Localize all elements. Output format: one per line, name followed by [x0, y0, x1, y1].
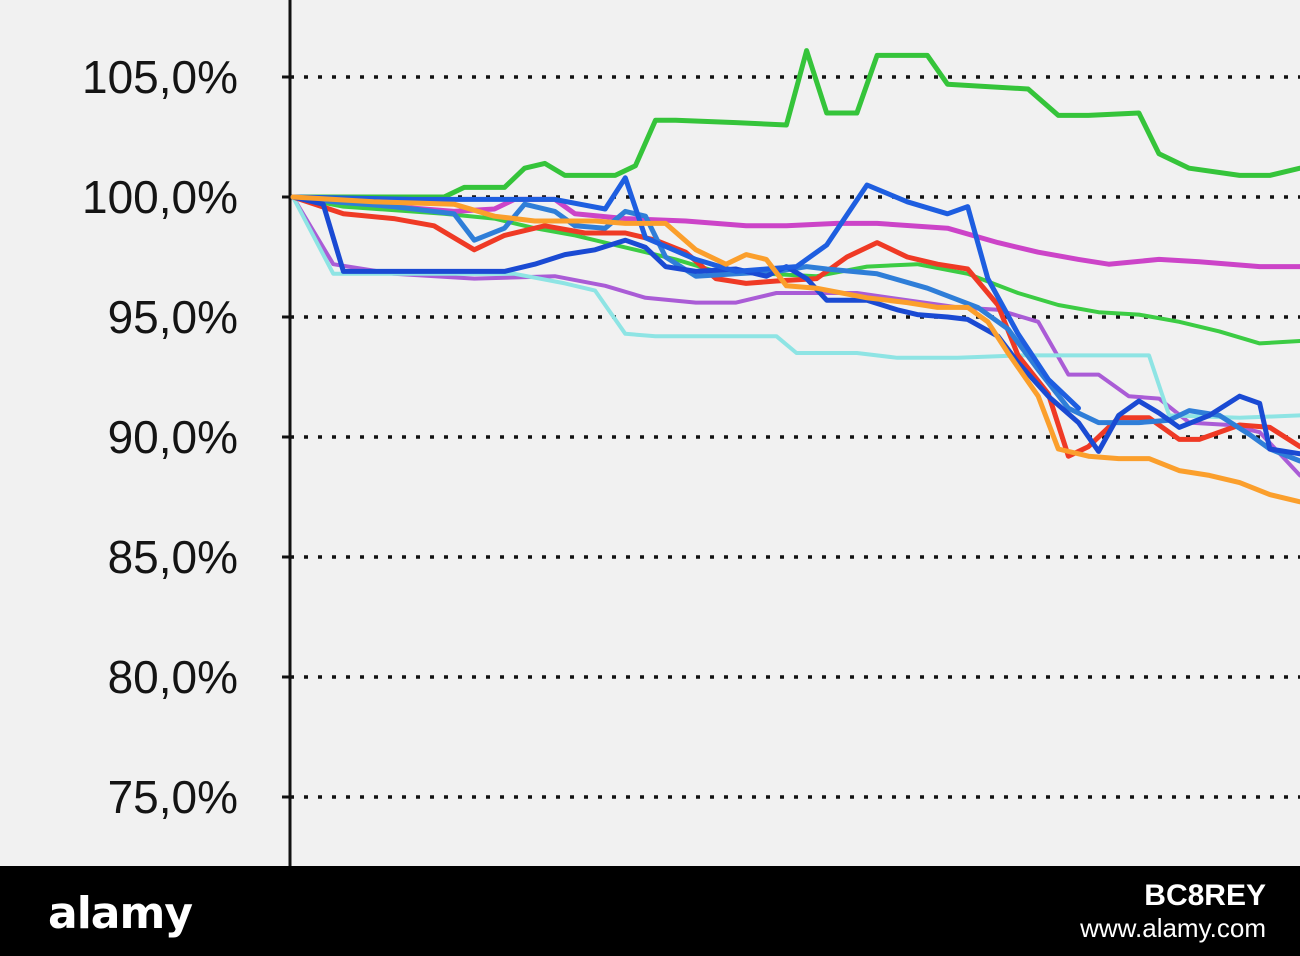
- y-tick-label: 105,0%: [82, 51, 238, 103]
- series-line-5: [291, 195, 1300, 420]
- y-tick-label: 95,0%: [108, 291, 238, 343]
- series-line-6: [290, 194, 1300, 459]
- footer-url: www.alamy.com: [1080, 913, 1266, 943]
- series-lines: [290, 48, 1300, 505]
- line-chart: 105,0% 100,0% 95,0% 90,0% 85,0% 80,0% 75,0%: [82, 0, 1300, 866]
- y-tick-label: 100,0%: [82, 171, 238, 223]
- footer-brand: alamy: [48, 888, 193, 939]
- series-line-8: [290, 194, 1300, 457]
- series-line-1: [290, 48, 1300, 200]
- y-tick-label: 85,0%: [108, 531, 238, 583]
- chart-area: 105,0% 100,0% 95,0% 90,0% 85,0% 80,0% 75,0%: [81, 0, 1300, 866]
- gridlines: [290, 75, 1300, 799]
- footer-bar: alamy BC8REY www.alamy.com: [0, 866, 1300, 956]
- series-line-4: [291, 195, 1300, 478]
- y-tick-label: 75,0%: [108, 771, 238, 823]
- y-tick-label: 80,0%: [108, 651, 238, 703]
- image-code: BC8REY: [1144, 879, 1266, 912]
- series-line-9: [290, 175, 1081, 411]
- series-line-10: [290, 194, 1300, 505]
- series-line-7: [290, 194, 1300, 464]
- y-tick-label: 90,0%: [108, 411, 238, 463]
- y-tick-labels: 105,0% 100,0% 95,0% 90,0% 85,0% 80,0% 75,0%: [82, 51, 238, 823]
- footer-info: BC8REY www.alamy.com: [1080, 880, 1266, 944]
- y-axis: [282, 0, 292, 866]
